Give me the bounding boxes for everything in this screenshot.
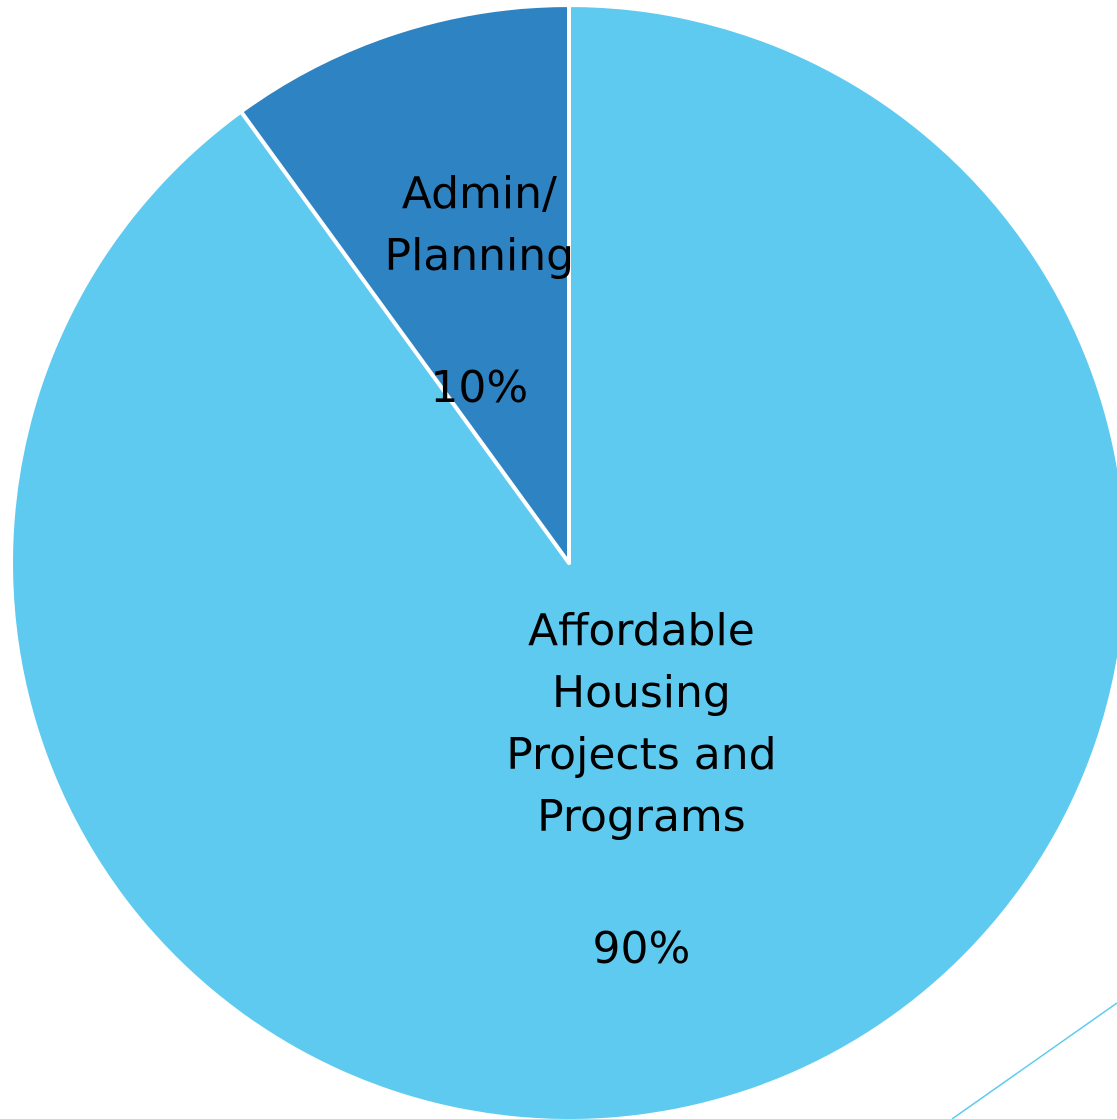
pie-slice-admin-planning — [239, 3, 571, 565]
slice-value-label: 90% — [593, 923, 691, 974]
slice-value-label: 10% — [430, 362, 528, 413]
pie-slice-affordable-housing — [9, 3, 1117, 1119]
slice-label-line: Affordable — [528, 605, 755, 656]
slice-label-admin-planning: Admin/Planning 10% — [385, 168, 575, 413]
slice-label-affordable-housing: Affordable Housing Projects and Programs 90% — [506, 605, 776, 974]
pie-slices — [9, 3, 1117, 1119]
slice-label-line: Admin/ — [402, 168, 557, 219]
slice-label-line: Planning — [385, 230, 575, 281]
pie-labels: Affordable Housing Projects and Programs 90%… — [385, 168, 777, 974]
slice-label-line: Projects and — [506, 729, 776, 780]
decorative-accent-line — [951, 1002, 1117, 1119]
slice-label-line: Housing — [552, 667, 731, 718]
slice-label-line: Programs — [537, 791, 746, 842]
